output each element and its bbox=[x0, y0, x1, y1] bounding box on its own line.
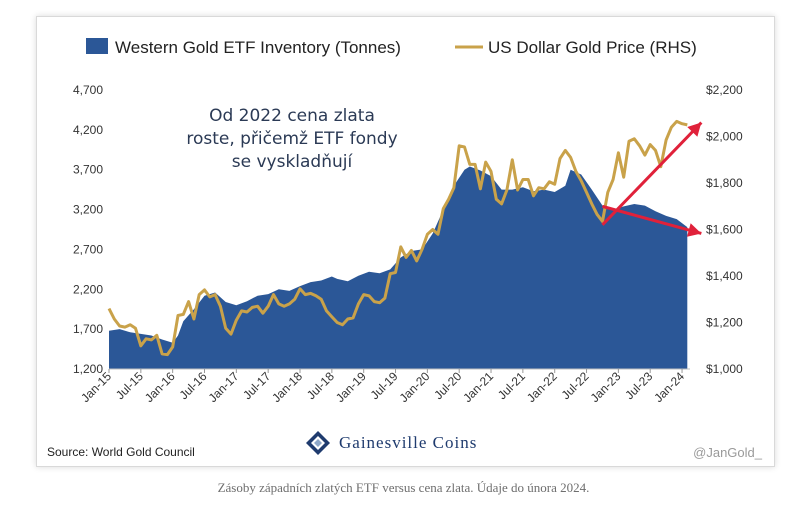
annotation: Od 2022 cena zlata roste, přičemž ETF fon… bbox=[186, 106, 397, 172]
y-left-tick-label: 3,700 bbox=[73, 163, 103, 177]
x-tick-label: Jul-17 bbox=[240, 369, 273, 402]
annotation-line: Od 2022 cena zlata bbox=[209, 106, 375, 126]
x-tick-label: Jul-22 bbox=[559, 369, 592, 402]
y-right-tick-label: $1,000 bbox=[706, 362, 743, 376]
trend-arrow-shaft bbox=[601, 121, 703, 226]
gold-price-layer bbox=[107, 119, 688, 357]
x-tick-label: Jan-19 bbox=[333, 369, 369, 405]
chart-panel: Western Gold ETF Inventory (Tonnes) US Do… bbox=[36, 16, 775, 467]
x-tick-label: Jan-23 bbox=[588, 369, 624, 405]
y-right-tick-label: $1,400 bbox=[706, 269, 743, 283]
brand-name: Gainesville Coins bbox=[339, 433, 478, 452]
legend-swatch-etf bbox=[86, 38, 108, 54]
source-note: Source: World Gold Council bbox=[47, 445, 195, 459]
chart: Western Gold ETF Inventory (Tonnes) US Do… bbox=[73, 38, 743, 405]
x-tick-label: Jul-23 bbox=[622, 369, 655, 402]
y-left-tick-label: 2,200 bbox=[73, 282, 103, 296]
y-right-tick-label: $1,800 bbox=[706, 176, 743, 190]
y-right-tick-label: $1,600 bbox=[706, 223, 743, 237]
annotation-line: roste, přičemž ETF fondy bbox=[186, 129, 397, 149]
y-right-tick-label: $1,200 bbox=[706, 316, 743, 330]
trend-arrow-shaft bbox=[602, 204, 702, 235]
y-left-tick-label: 3,200 bbox=[73, 203, 103, 217]
brand-logo-icon bbox=[306, 431, 330, 455]
x-tick-label: Jul-20 bbox=[431, 369, 464, 402]
x-tick-label: Jul-19 bbox=[368, 369, 401, 402]
x-tick-label: Jan-21 bbox=[460, 369, 496, 405]
x-tick-label: Jan-18 bbox=[269, 369, 305, 405]
x-tick-label: Jan-16 bbox=[142, 369, 178, 405]
legend-label-etf: Western Gold ETF Inventory (Tonnes) bbox=[115, 38, 401, 57]
trend-arrow-head bbox=[687, 122, 702, 137]
x-tick-label: Jan-17 bbox=[206, 369, 242, 405]
x-tick-label: Jul-18 bbox=[304, 369, 337, 402]
trend-arrows bbox=[601, 121, 703, 237]
x-tick-label: Jan-22 bbox=[524, 369, 560, 405]
author-handle: @JanGold_ bbox=[693, 445, 762, 460]
gold-price-line bbox=[107, 119, 688, 357]
y-left-tick-label: 2,700 bbox=[73, 242, 103, 256]
legend: Western Gold ETF Inventory (Tonnes) US Do… bbox=[86, 38, 697, 57]
trend-arrow-head bbox=[686, 223, 702, 237]
x-tick-label: Jan-24 bbox=[651, 369, 687, 405]
etf-area-layer bbox=[109, 166, 688, 369]
x-tick-label: Jul-15 bbox=[113, 369, 146, 402]
x-tick-label: Jan-20 bbox=[397, 369, 433, 405]
figure-caption: Zásoby západních zlatých ETF versus cena… bbox=[217, 480, 590, 495]
y-right-tick-label: $2,200 bbox=[706, 83, 743, 97]
y-left-tick-label: 1,700 bbox=[73, 322, 103, 336]
x-tick-label: Jul-16 bbox=[177, 369, 210, 402]
y-left-tick-label: 4,200 bbox=[73, 123, 103, 137]
legend-label-gold: US Dollar Gold Price (RHS) bbox=[488, 38, 697, 57]
brand: Gainesville Coins bbox=[305, 430, 477, 456]
x-tick-label: Jul-21 bbox=[495, 369, 528, 402]
y-right-tick-label: $2,000 bbox=[706, 130, 743, 144]
annotation-line: se vyskladňují bbox=[232, 152, 354, 172]
y-left-tick-label: 1,200 bbox=[73, 362, 103, 376]
y-left-tick-label: 4,700 bbox=[73, 83, 103, 97]
etf-inventory-area bbox=[109, 166, 688, 369]
